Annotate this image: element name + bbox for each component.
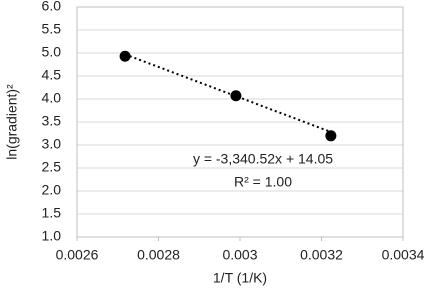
y-tick-label: 5.0	[42, 44, 62, 60]
y-tick-label: 6.0	[42, 0, 62, 14]
y-tick-label: 4.5	[42, 67, 62, 83]
trendline	[124, 53, 332, 133]
y-tick-label: 4.0	[42, 90, 62, 106]
y-axis-title: ln(gradient)²	[4, 84, 20, 160]
y-tick-label: 1.5	[42, 205, 62, 221]
point	[119, 50, 131, 62]
y-tick-label: 3.0	[42, 136, 62, 152]
x-tick-label: 0.003	[222, 247, 257, 263]
x-tick-label: 0.0026	[56, 247, 99, 263]
point	[325, 130, 337, 142]
x-tick-label: 0.0028	[137, 247, 180, 263]
x-tick-label: 0.0032	[300, 247, 343, 263]
y-tick-label: 1.0	[42, 228, 62, 244]
y-tick-label: 2.5	[42, 159, 62, 175]
trendline-r2: R² = 1.00	[234, 174, 292, 190]
y-tick-label: 5.5	[42, 21, 62, 37]
trendline-equation: y = -3,340.52x + 14.05	[193, 151, 333, 167]
x-axis-title: 1/T (1/K)	[213, 270, 267, 286]
y-tick-label: 3.5	[42, 113, 62, 129]
point	[230, 90, 242, 102]
x-tick-label: 0.0034	[382, 247, 425, 263]
y-tick-label: 2.0	[42, 182, 62, 198]
